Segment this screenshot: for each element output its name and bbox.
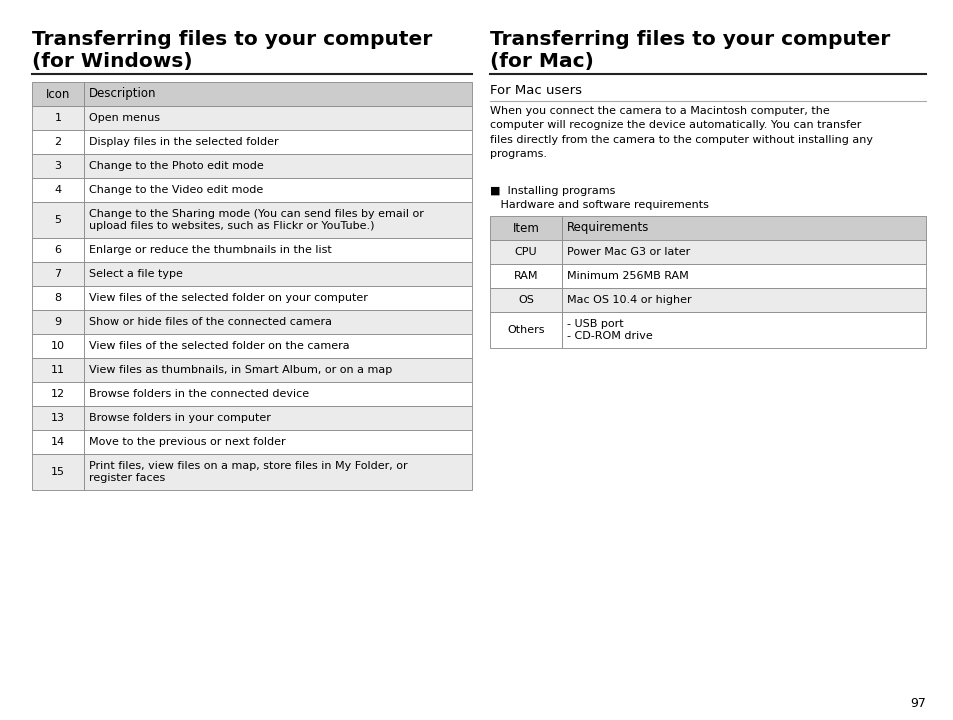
Text: 3: 3 xyxy=(54,161,61,171)
Bar xyxy=(84,178,472,202)
Bar xyxy=(490,240,561,264)
Text: Item: Item xyxy=(512,222,538,235)
Text: (for Mac): (for Mac) xyxy=(490,52,594,71)
Bar xyxy=(84,430,472,454)
Bar xyxy=(84,286,472,310)
Bar xyxy=(490,216,561,240)
Bar xyxy=(84,382,472,406)
Text: For Mac users: For Mac users xyxy=(490,84,581,97)
Bar xyxy=(32,202,84,238)
Text: Browse folders in your computer: Browse folders in your computer xyxy=(89,413,271,423)
Text: 2: 2 xyxy=(54,137,62,147)
Bar xyxy=(84,106,472,130)
Bar xyxy=(490,288,561,312)
Bar xyxy=(561,216,925,240)
Bar xyxy=(32,430,84,454)
Bar xyxy=(32,82,84,106)
Text: 7: 7 xyxy=(54,269,62,279)
Bar xyxy=(32,154,84,178)
Bar xyxy=(84,238,472,262)
Text: Change to the Video edit mode: Change to the Video edit mode xyxy=(89,185,263,195)
Text: Icon: Icon xyxy=(46,88,71,101)
Text: OS: OS xyxy=(517,295,534,305)
Text: Print files, view files on a map, store files in My Folder, or
register faces: Print files, view files on a map, store … xyxy=(89,461,407,483)
Bar xyxy=(490,312,561,348)
Bar xyxy=(84,202,472,238)
Text: Mac OS 10.4 or higher: Mac OS 10.4 or higher xyxy=(566,295,691,305)
Text: 4: 4 xyxy=(54,185,62,195)
Text: 97: 97 xyxy=(909,697,925,710)
Text: (for Windows): (for Windows) xyxy=(32,52,193,71)
Text: Change to the Photo edit mode: Change to the Photo edit mode xyxy=(89,161,263,171)
Bar xyxy=(84,406,472,430)
Bar xyxy=(84,454,472,490)
Text: Enlarge or reduce the thumbnails in the list: Enlarge or reduce the thumbnails in the … xyxy=(89,245,332,255)
Text: 8: 8 xyxy=(54,293,62,303)
Text: 10: 10 xyxy=(51,341,65,351)
Text: 13: 13 xyxy=(51,413,65,423)
Text: RAM: RAM xyxy=(514,271,537,281)
Bar xyxy=(32,286,84,310)
Bar xyxy=(561,288,925,312)
Bar xyxy=(84,262,472,286)
Text: ■  Installing programs: ■ Installing programs xyxy=(490,186,615,196)
Bar xyxy=(84,334,472,358)
Text: Hardware and software requirements: Hardware and software requirements xyxy=(490,200,708,210)
Bar xyxy=(32,334,84,358)
Bar xyxy=(84,310,472,334)
Bar xyxy=(32,310,84,334)
Bar xyxy=(32,130,84,154)
Bar xyxy=(32,358,84,382)
Text: 12: 12 xyxy=(51,389,65,399)
Bar xyxy=(32,406,84,430)
Text: Power Mac G3 or later: Power Mac G3 or later xyxy=(566,247,690,257)
Text: - USB port
- CD-ROM drive: - USB port - CD-ROM drive xyxy=(566,318,652,341)
Text: 9: 9 xyxy=(54,317,62,327)
Bar xyxy=(84,358,472,382)
Text: 6: 6 xyxy=(54,245,61,255)
Bar xyxy=(84,82,472,106)
Bar xyxy=(32,262,84,286)
Text: CPU: CPU xyxy=(515,247,537,257)
Text: Transferring files to your computer: Transferring files to your computer xyxy=(490,30,889,49)
Text: View files of the selected folder on your computer: View files of the selected folder on you… xyxy=(89,293,368,303)
Bar xyxy=(32,238,84,262)
Text: Show or hide files of the connected camera: Show or hide files of the connected came… xyxy=(89,317,332,327)
Bar xyxy=(84,154,472,178)
Text: Select a file type: Select a file type xyxy=(89,269,183,279)
Text: View files of the selected folder on the camera: View files of the selected folder on the… xyxy=(89,341,349,351)
Text: Browse folders in the connected device: Browse folders in the connected device xyxy=(89,389,309,399)
Text: 14: 14 xyxy=(51,437,65,447)
Text: Transferring files to your computer: Transferring files to your computer xyxy=(32,30,432,49)
Bar xyxy=(32,178,84,202)
Text: Others: Others xyxy=(507,325,544,335)
Text: Minimum 256MB RAM: Minimum 256MB RAM xyxy=(566,271,688,281)
Bar xyxy=(84,130,472,154)
Text: 1: 1 xyxy=(54,113,61,123)
Text: 5: 5 xyxy=(54,215,61,225)
Text: View files as thumbnails, in Smart Album, or on a map: View files as thumbnails, in Smart Album… xyxy=(89,365,392,375)
Text: Open menus: Open menus xyxy=(89,113,160,123)
Bar xyxy=(32,382,84,406)
Bar xyxy=(561,312,925,348)
Bar xyxy=(32,454,84,490)
Text: 15: 15 xyxy=(51,467,65,477)
Text: Move to the previous or next folder: Move to the previous or next folder xyxy=(89,437,285,447)
Text: When you connect the camera to a Macintosh computer, the
computer will recognize: When you connect the camera to a Macinto… xyxy=(490,106,872,159)
Bar xyxy=(32,106,84,130)
Text: Change to the Sharing mode (You can send files by email or
upload files to websi: Change to the Sharing mode (You can send… xyxy=(89,209,423,231)
Bar xyxy=(561,264,925,288)
Text: Display files in the selected folder: Display files in the selected folder xyxy=(89,137,278,147)
Text: 11: 11 xyxy=(51,365,65,375)
Text: Description: Description xyxy=(89,88,156,101)
Bar xyxy=(490,264,561,288)
Text: Requirements: Requirements xyxy=(566,222,649,235)
Bar xyxy=(561,240,925,264)
